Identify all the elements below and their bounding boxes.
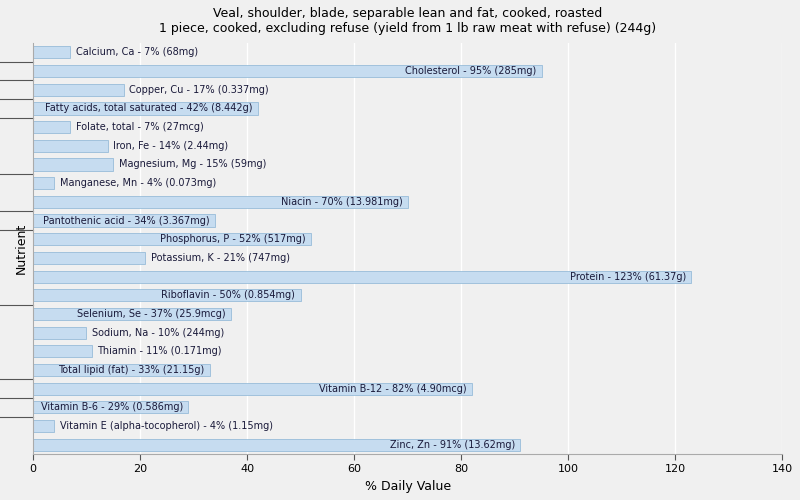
Y-axis label: Nutrient: Nutrient <box>14 223 27 274</box>
Text: Fatty acids, total saturated - 42% (8.442g): Fatty acids, total saturated - 42% (8.44… <box>45 104 253 114</box>
Bar <box>33 346 92 358</box>
Text: Copper, Cu - 17% (0.337mg): Copper, Cu - 17% (0.337mg) <box>130 85 269 95</box>
Text: Vitamin E (alpha-tocopherol) - 4% (1.15mg): Vitamin E (alpha-tocopherol) - 4% (1.15m… <box>60 421 273 431</box>
Text: Calcium, Ca - 7% (68mg): Calcium, Ca - 7% (68mg) <box>76 48 198 58</box>
Bar <box>33 420 54 432</box>
Bar <box>33 382 472 395</box>
Text: Protein - 123% (61.37g): Protein - 123% (61.37g) <box>570 272 686 281</box>
Bar <box>33 308 231 320</box>
Text: Niacin - 70% (13.981mg): Niacin - 70% (13.981mg) <box>281 197 402 207</box>
Bar <box>33 364 210 376</box>
Text: Vitamin B-12 - 82% (4.90mcg): Vitamin B-12 - 82% (4.90mcg) <box>319 384 466 394</box>
Text: Sodium, Na - 10% (244mg): Sodium, Na - 10% (244mg) <box>92 328 224 338</box>
Text: Vitamin B-6 - 29% (0.586mg): Vitamin B-6 - 29% (0.586mg) <box>41 402 182 412</box>
Bar <box>33 177 54 190</box>
Text: Zinc, Zn - 91% (13.62mg): Zinc, Zn - 91% (13.62mg) <box>390 440 514 450</box>
Text: Iron, Fe - 14% (2.44mg): Iron, Fe - 14% (2.44mg) <box>113 141 228 151</box>
Text: Magnesium, Mg - 15% (59mg): Magnesium, Mg - 15% (59mg) <box>118 160 266 170</box>
Text: Riboflavin - 50% (0.854mg): Riboflavin - 50% (0.854mg) <box>162 290 295 300</box>
Text: Selenium, Se - 37% (25.9mcg): Selenium, Se - 37% (25.9mcg) <box>77 309 226 319</box>
Bar <box>33 140 108 152</box>
Bar <box>33 252 146 264</box>
Bar <box>33 214 215 226</box>
Bar <box>33 65 542 77</box>
X-axis label: % Daily Value: % Daily Value <box>365 480 450 493</box>
Bar <box>33 289 301 302</box>
Text: Cholesterol - 95% (285mg): Cholesterol - 95% (285mg) <box>405 66 536 76</box>
Bar <box>33 233 311 245</box>
Bar <box>33 196 408 208</box>
Bar <box>33 84 124 96</box>
Bar <box>33 270 691 282</box>
Text: Manganese, Mn - 4% (0.073mg): Manganese, Mn - 4% (0.073mg) <box>60 178 216 188</box>
Text: Phosphorus, P - 52% (517mg): Phosphorus, P - 52% (517mg) <box>160 234 306 244</box>
Bar <box>33 158 113 170</box>
Text: Folate, total - 7% (27mcg): Folate, total - 7% (27mcg) <box>76 122 203 132</box>
Bar <box>33 326 86 338</box>
Bar <box>33 402 188 413</box>
Title: Veal, shoulder, blade, separable lean and fat, cooked, roasted
1 piece, cooked, : Veal, shoulder, blade, separable lean an… <box>159 7 656 35</box>
Text: Pantothenic acid - 34% (3.367mg): Pantothenic acid - 34% (3.367mg) <box>43 216 210 226</box>
Bar <box>33 46 70 58</box>
Text: Thiamin - 11% (0.171mg): Thiamin - 11% (0.171mg) <box>97 346 222 356</box>
Bar <box>33 121 70 133</box>
Bar <box>33 438 520 451</box>
Text: Total lipid (fat) - 33% (21.15g): Total lipid (fat) - 33% (21.15g) <box>58 365 204 375</box>
Bar <box>33 102 258 115</box>
Text: Potassium, K - 21% (747mg): Potassium, K - 21% (747mg) <box>150 253 290 263</box>
